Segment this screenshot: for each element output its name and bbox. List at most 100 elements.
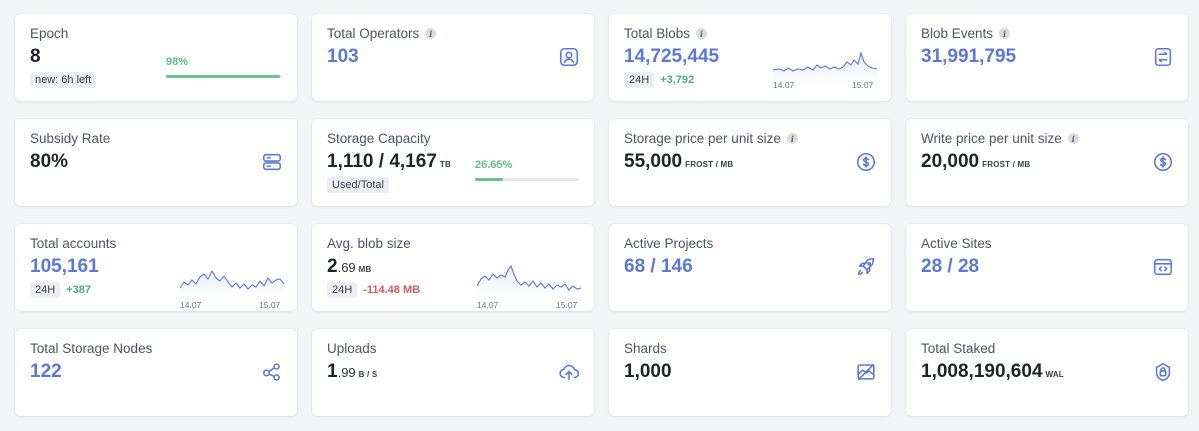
card-label: Total Staked — [921, 341, 995, 356]
card-label: Storage price per unit size i — [624, 131, 798, 146]
epoch-progress-fill — [166, 75, 280, 78]
info-icon[interactable]: i — [999, 28, 1011, 39]
info-icon[interactable]: i — [696, 28, 708, 39]
total-accounts-sparkline — [180, 269, 284, 296]
shards-icon — [855, 361, 877, 383]
label-text: Subsidy Rate — [30, 131, 111, 146]
change-value: +387 — [66, 284, 91, 296]
total-accounts-value: 105,161 — [30, 256, 99, 277]
label-text: Storage Capacity — [327, 131, 431, 146]
rocket-icon — [855, 256, 877, 278]
total-operators-value: 103 — [327, 46, 359, 67]
chart-end-date: 15.07 — [556, 300, 578, 310]
user-square-icon — [558, 46, 580, 68]
label-text: Uploads — [327, 341, 377, 356]
chart-start-date: 14.07 — [773, 80, 795, 90]
card-uploads: Uploads 1.99 B / S — [312, 329, 594, 416]
card-total-blobs: Total Blobs i 14,725,445 24H +3,792 14.07… — [609, 14, 891, 101]
period-badge: 24H — [327, 282, 358, 298]
card-label: Total Operators i — [327, 26, 437, 41]
write-price-number: 20,000 — [921, 151, 980, 172]
storage-price-value: 55,000 FROST / MB — [624, 151, 733, 173]
info-icon[interactable]: i — [1067, 133, 1079, 144]
card-label: Write price per unit size i — [921, 131, 1079, 146]
label-text: Total Staked — [921, 341, 996, 356]
value-decimal: .99 — [337, 365, 356, 380]
card-storage-capacity: Storage Capacity 1,110 / 4,167 TB Used/To… — [312, 119, 594, 206]
storage-progress-bar — [475, 178, 579, 181]
total-staked-number: 1,008,190,604 — [921, 361, 1043, 382]
card-active-projects: Active Projects 68 / 146 — [609, 224, 891, 311]
card-write-price: Write price per unit size i 20,000 FROST /… — [906, 119, 1188, 206]
storage-capacity-value: 1,110 / 4,167 TB — [327, 151, 451, 173]
epoch-value: 8 — [30, 46, 41, 67]
card-total-storage-nodes: Total Storage Nodes 122 — [15, 329, 297, 416]
card-subsidy-rate: Subsidy Rate 80% — [15, 119, 297, 206]
card-blob-events: Blob Events i 31,991,795 — [906, 14, 1188, 101]
change-24h: 24H +387 — [30, 282, 91, 298]
card-label: Uploads — [327, 341, 377, 356]
epoch-progress-bar — [166, 75, 282, 78]
card-active-sites: Active Sites 28 / 28 — [906, 224, 1188, 311]
card-label: Shards — [624, 341, 667, 356]
nodes-icon — [261, 361, 283, 383]
card-label: Epoch — [30, 26, 68, 41]
card-label: Storage Capacity — [327, 131, 431, 146]
avg-blob-size-value: 2.69 MB — [327, 256, 372, 278]
sparkline-area — [773, 53, 877, 86]
label-text: Total Operators — [327, 26, 420, 41]
label-text: Blob Events — [921, 26, 994, 41]
dollar-circle-icon — [855, 151, 877, 173]
period-badge: 24H — [624, 72, 655, 88]
unit-label: MB — [358, 265, 372, 274]
card-total-accounts: Total accounts 105,161 24H +387 14.07 15… — [15, 224, 297, 311]
shards-value: 1,000 — [624, 361, 672, 382]
chart-end-date: 15.07 — [852, 80, 874, 90]
server-icon — [261, 151, 283, 173]
label-text: Epoch — [30, 26, 69, 41]
storage-progress-fill — [475, 178, 503, 181]
sparkline-area — [477, 266, 581, 296]
info-icon[interactable]: i — [425, 28, 437, 39]
card-label: Total Storage Nodes — [30, 341, 152, 356]
unit-label: FROST / MB — [982, 160, 1031, 169]
document-exchange-icon — [1152, 46, 1174, 68]
value-decimal: .69 — [337, 260, 356, 275]
label-text: Total Storage Nodes — [30, 341, 153, 356]
epoch-time-left-badge: new: 6h left — [30, 72, 97, 88]
period-badge: 24H — [30, 282, 61, 298]
sparkline-line — [180, 269, 284, 290]
label-text: Active Projects — [624, 236, 714, 251]
card-label: Blob Events i — [921, 26, 1011, 41]
storage-capacity-number: 1,110 / 4,167 — [327, 151, 437, 172]
total-blobs-value: 14,725,445 — [624, 46, 720, 67]
sparkline-line — [477, 264, 581, 291]
total-blobs-sparkline — [773, 51, 877, 86]
label-text: Shards — [624, 341, 667, 356]
sparkline-line — [773, 51, 877, 72]
storage-progress-label: 26.65% — [475, 159, 513, 171]
browser-code-icon — [1152, 256, 1174, 278]
label-text: Active Sites — [921, 236, 992, 251]
card-total-staked: Total Staked 1,008,190,604 WAL — [906, 329, 1188, 416]
change-value: +3,792 — [660, 74, 695, 86]
unit-label: B / S — [358, 370, 378, 379]
dollar-circle-icon — [1152, 151, 1174, 173]
card-shards: Shards 1,000 — [609, 329, 891, 416]
label-text: Total Blobs — [624, 26, 691, 41]
card-avg-blob-size: Avg. blob size 2.69 MB 24H -114.48 MB 14.… — [312, 224, 594, 311]
active-sites-value: 28 / 28 — [921, 256, 980, 277]
label-text: Write price per unit size — [921, 131, 1062, 146]
card-label: Subsidy Rate — [30, 131, 110, 146]
card-label: Active Sites — [921, 236, 992, 251]
change-24h: 24H +3,792 — [624, 72, 694, 88]
lock-icon — [1152, 361, 1174, 383]
info-icon[interactable]: i — [786, 133, 798, 144]
storage-price-number: 55,000 — [624, 151, 683, 172]
chart-end-date: 15.07 — [259, 300, 281, 310]
label-text: Storage price per unit size — [624, 131, 781, 146]
unit-label: FROST / MB — [685, 160, 734, 169]
total-staked-value: 1,008,190,604 WAL — [921, 361, 1064, 383]
card-total-operators: Total Operators i 103 — [312, 14, 594, 101]
active-projects-value: 68 / 146 — [624, 256, 693, 277]
